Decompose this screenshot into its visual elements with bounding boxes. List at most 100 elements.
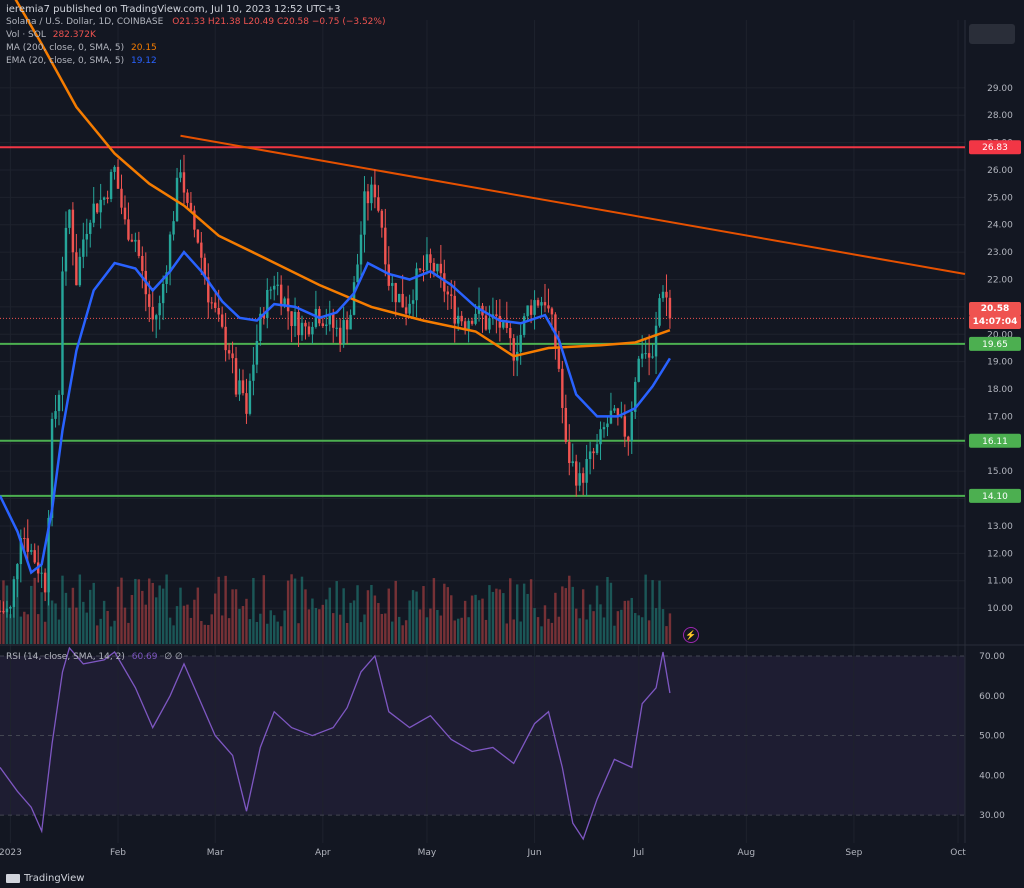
volume-bar [266, 623, 269, 644]
volume-bar [172, 625, 175, 644]
candle-body [328, 313, 331, 325]
candle-body [456, 315, 460, 324]
volume-bar [151, 582, 154, 644]
candle-body [647, 353, 651, 358]
volume-bar [408, 600, 411, 644]
candle-body [19, 538, 23, 565]
candle-body [533, 300, 536, 315]
rsi-tick-label: 70.00 [979, 652, 1005, 662]
last-price-pill: 20.58 [969, 302, 1021, 316]
volume-bar [540, 626, 543, 644]
candle-body [179, 172, 182, 178]
x-tick-label: Apr [315, 848, 331, 858]
candle-body [182, 172, 186, 193]
volume-bar [366, 590, 370, 644]
candle-body [578, 473, 581, 486]
candle-body [0, 610, 2, 612]
candle-body [23, 538, 26, 540]
candle-body [404, 307, 408, 314]
candle-body [252, 364, 255, 381]
volume-bar [217, 576, 220, 644]
ma-label: MA (200, close, 0, SMA, 5) [6, 43, 125, 53]
candle-body [654, 325, 658, 357]
volume-bar [411, 590, 415, 644]
candle-body [75, 252, 78, 286]
volume-bar [547, 618, 550, 644]
y-tick-label: 22.00 [987, 275, 1013, 285]
lightning-icon[interactable]: ⚡ [683, 627, 699, 643]
volume-bar [668, 613, 672, 644]
volume-bar [404, 620, 408, 644]
candle-body [151, 306, 154, 320]
rsi-tick-label: 40.00 [979, 771, 1005, 781]
candle-body [571, 461, 574, 464]
volume-bar [193, 599, 196, 644]
candle-body [200, 242, 203, 258]
footer-brand-label: TradingView [24, 873, 85, 884]
candle-body [575, 461, 578, 486]
volume-bar [89, 589, 92, 644]
candle-body [668, 297, 672, 319]
volume-bar [182, 605, 186, 644]
chart-toolbar-button[interactable] [969, 24, 1015, 44]
candle-body [127, 219, 130, 240]
level-pill [969, 336, 1021, 351]
candle-body [418, 268, 422, 270]
candle-body [161, 284, 165, 304]
volume-bar [502, 593, 505, 644]
rsi-tick-label: 50.00 [979, 732, 1005, 742]
candle-body [377, 197, 380, 211]
volume-bar [363, 614, 366, 644]
candle-body [220, 314, 224, 327]
candle-body [231, 353, 234, 359]
candle-body [5, 608, 9, 613]
candle-body [602, 427, 606, 430]
volume-bar [158, 585, 161, 644]
candle-body [186, 192, 189, 203]
candle-body [293, 311, 297, 327]
candle-body [189, 202, 193, 211]
x-tick-label: May [418, 848, 437, 858]
candle-body [338, 327, 342, 344]
volume-bar [148, 578, 151, 644]
volume-bar [259, 613, 262, 644]
volume-bar [75, 607, 78, 644]
volume-bar [623, 600, 627, 644]
volume-bar [470, 595, 474, 644]
volume-bar [321, 604, 325, 644]
candle-body [363, 191, 366, 235]
candle-body [307, 326, 311, 335]
candle-body [325, 324, 328, 327]
volume-bar [276, 621, 279, 644]
y-tick-label: 12.00 [987, 549, 1013, 559]
candle-body [495, 314, 498, 316]
candle-body [606, 423, 609, 428]
volume-bar [342, 588, 345, 644]
ma-value: 20.15 [131, 43, 157, 53]
candle-body [467, 320, 470, 330]
candle-body [411, 300, 415, 304]
volume-bar [40, 592, 43, 644]
candle-body [109, 171, 113, 199]
candle-body [321, 323, 325, 327]
candle-body [616, 408, 620, 417]
rsi-value: 60.69 [131, 652, 158, 662]
volume-bar [19, 616, 23, 644]
volume-bar [286, 580, 290, 644]
candle-body [349, 314, 352, 330]
volume-bar [130, 594, 134, 644]
candle-body [106, 197, 109, 199]
volume-bar [394, 580, 397, 644]
volume-bar [581, 589, 585, 644]
ema-label: EMA (20, close, 0, SMA, 5) [6, 56, 125, 66]
rsi-extra: ∅ ∅ [164, 652, 183, 662]
candle-body [543, 302, 547, 306]
candle-body [269, 289, 272, 291]
candle-body [214, 302, 217, 308]
volume-bar [526, 593, 529, 644]
candle-body [141, 255, 144, 271]
volume-bar [273, 615, 276, 644]
candle-body [297, 311, 300, 336]
volume-bar [477, 600, 481, 644]
